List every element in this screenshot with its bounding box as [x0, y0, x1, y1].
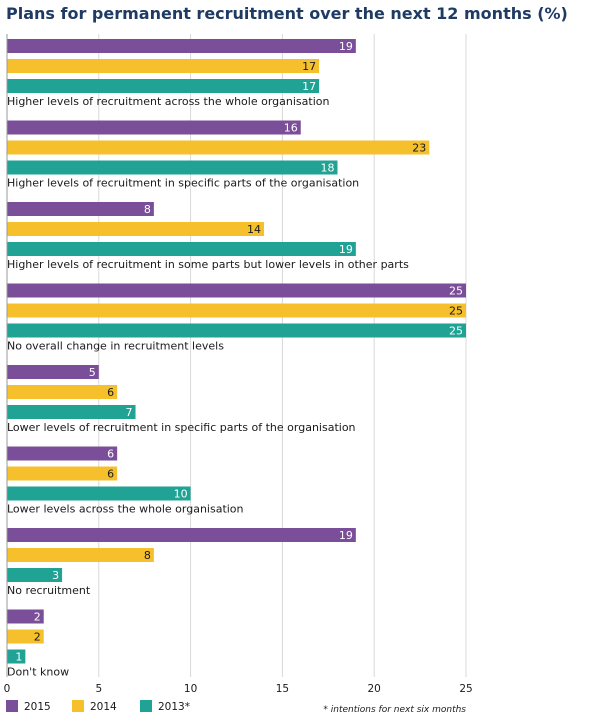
bar-2014-3 [7, 303, 466, 318]
value-label-2014-2: 14 [247, 223, 261, 236]
bar-2015-0 [7, 39, 356, 53]
legend: 2015 2014 2013* * intentions for next six m… [6, 700, 466, 715]
category-label-7: Don't know [7, 666, 69, 679]
value-label-2013-1: 18 [320, 162, 334, 175]
value-label-2013-6: 3 [52, 569, 59, 582]
bar-2013-0 [7, 79, 320, 93]
category-label-1: Higher levels of recruitment in specific… [7, 177, 359, 190]
grid-lines [98, 34, 467, 677]
value-label-2015-4: 5 [89, 366, 96, 379]
value-label-2014-5: 6 [107, 468, 114, 481]
category-label-5: Lower levels across the whole organisati… [7, 503, 244, 516]
value-label-2015-6: 19 [339, 529, 353, 542]
footnote: * intentions for next six months [323, 705, 466, 715]
tick-label-2: 10 [184, 683, 197, 695]
category-label-2: Higher levels of recruitment in some par… [7, 258, 409, 271]
value-label-2015-2: 8 [144, 203, 151, 216]
legend-label-2: 2013* [158, 701, 190, 713]
bar-2015-7 [7, 609, 44, 624]
value-label-2013-2: 19 [339, 243, 353, 256]
bar-2013-4 [7, 405, 136, 419]
legend-label-0: 2015 [24, 701, 51, 713]
value-label-2014-4: 6 [107, 386, 114, 399]
category-label-4: Lower levels of recruitment in specific … [7, 421, 356, 434]
value-label-2015-7: 2 [34, 611, 41, 624]
category-label-0: Higher levels of recruitment across the … [7, 95, 329, 108]
legend-swatch-0 [6, 700, 18, 712]
bar-2015-6 [7, 528, 356, 542]
bar-2014-5 [7, 466, 118, 481]
bar-2014-6 [7, 548, 154, 562]
bar-2014-7 [7, 629, 44, 644]
x-axis: 0 5 10 15 20 25 [4, 34, 473, 695]
bar-2014-0 [7, 59, 320, 73]
bar-2013-1 [7, 160, 338, 175]
value-label-2013-3: 25 [449, 325, 463, 338]
bar-2013-7 [7, 649, 26, 664]
value-label-2015-3: 25 [449, 285, 463, 298]
category-label-3: No overall change in recruitment levels [7, 340, 224, 353]
bar-2013-3 [7, 323, 466, 338]
tick-label-5: 25 [459, 683, 472, 695]
bar-2014-4 [7, 385, 118, 399]
value-label-2014-1: 23 [412, 142, 426, 155]
value-label-2013-7: 1 [15, 651, 22, 664]
chart-title: Plans for permanent recruitment over the… [6, 4, 568, 23]
value-label-2015-5: 6 [107, 448, 114, 461]
bar-2015-4 [7, 365, 99, 379]
bar-2013-6 [7, 568, 63, 582]
legend-label-1: 2014 [90, 701, 117, 713]
tick-label-4: 20 [368, 683, 381, 695]
bar-2015-2 [7, 202, 154, 216]
value-label-2014-3: 25 [449, 305, 463, 318]
bar-2013-5 [7, 486, 191, 501]
value-label-2013-0: 17 [302, 80, 316, 93]
legend-swatch-2 [140, 700, 152, 712]
bar-2014-1 [7, 140, 430, 155]
value-label-2014-0: 17 [302, 60, 316, 73]
bar-2013-2 [7, 242, 356, 256]
value-label-2014-6: 8 [144, 549, 151, 562]
category-label-6: No recruitment [7, 584, 91, 597]
bar-2014-2 [7, 222, 265, 236]
value-label-2013-5: 10 [174, 488, 188, 501]
bar-2015-1 [7, 120, 301, 135]
value-label-2015-0: 19 [339, 40, 353, 53]
value-label-2014-7: 2 [34, 631, 41, 644]
tick-label-1: 5 [95, 683, 102, 695]
tick-label-0: 0 [4, 683, 11, 695]
value-label-2013-4: 7 [126, 406, 133, 419]
value-label-2015-1: 16 [284, 122, 298, 135]
tick-label-3: 15 [276, 683, 289, 695]
legend-swatch-1 [72, 700, 84, 712]
bar-2015-3 [7, 283, 466, 298]
bar-2015-5 [7, 446, 118, 461]
bars [7, 39, 466, 664]
